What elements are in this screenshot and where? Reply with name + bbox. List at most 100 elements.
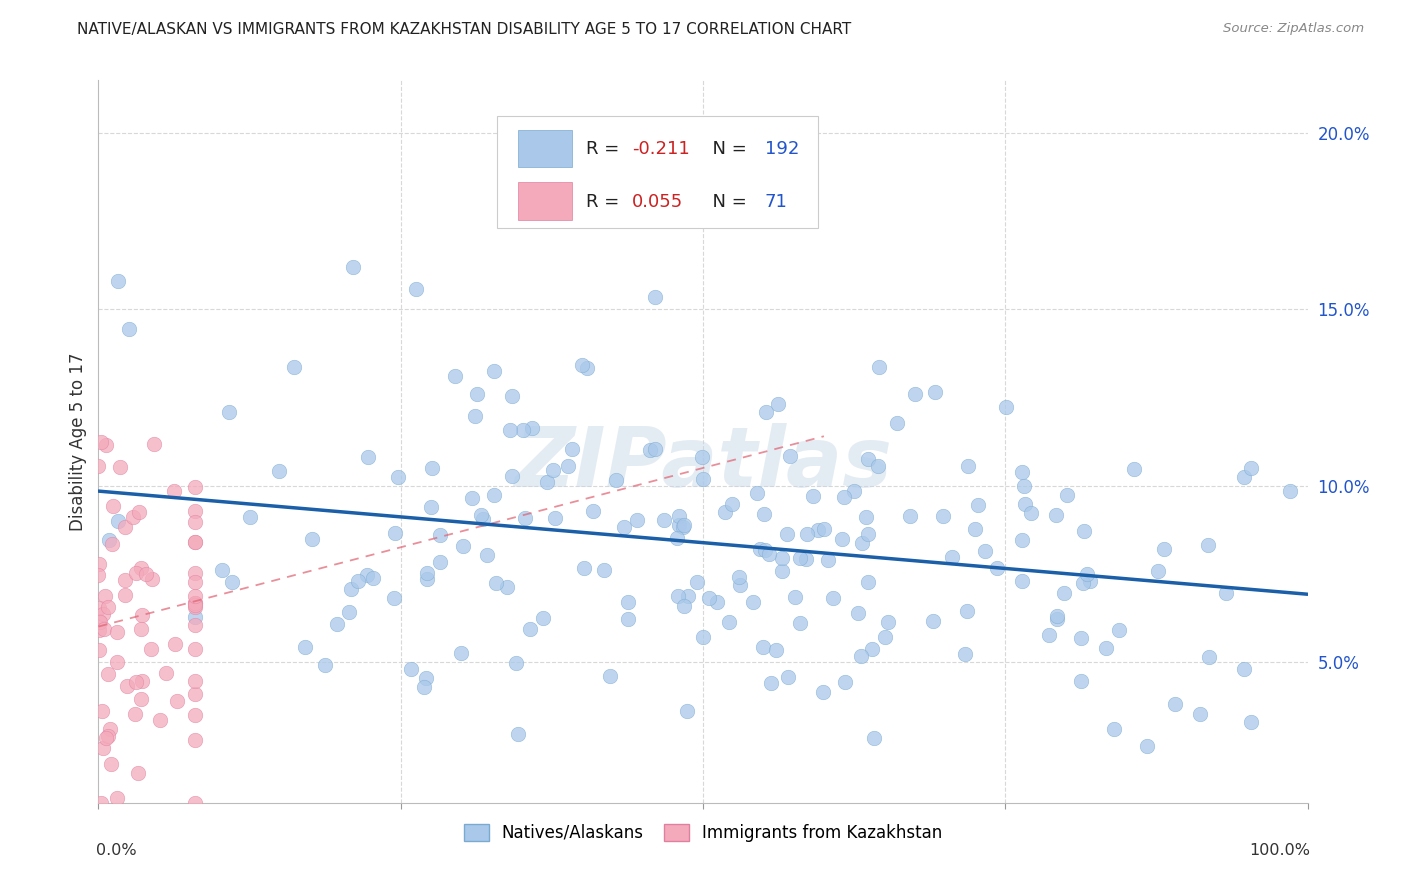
Point: [706, 595, 728, 609]
Point: [849, 648, 872, 663]
Point: [1014, 479, 1036, 493]
Point: [796, 527, 818, 541]
Point: [184, 515, 207, 529]
Text: 71: 71: [765, 193, 787, 211]
Point: [1070, 673, 1092, 688]
Point: [87, 614, 110, 628]
Point: [163, 484, 186, 499]
Point: [973, 544, 995, 558]
Point: [115, 679, 138, 693]
Point: [221, 574, 243, 589]
Point: [1070, 631, 1092, 645]
Text: -0.211: -0.211: [631, 140, 689, 159]
Point: [875, 630, 897, 644]
Point: [745, 486, 768, 500]
Point: [965, 522, 987, 536]
Point: [135, 566, 157, 581]
Point: [754, 542, 776, 557]
Point: [107, 514, 129, 528]
Point: [904, 387, 927, 401]
Point: [1164, 697, 1187, 711]
Point: [789, 615, 811, 630]
Point: [444, 369, 467, 384]
Point: [692, 630, 714, 644]
Point: [429, 555, 451, 569]
Point: [834, 674, 856, 689]
Point: [97, 599, 120, 614]
Point: [770, 551, 793, 566]
Point: [129, 622, 152, 636]
Point: [405, 282, 427, 296]
Point: [87, 568, 110, 582]
Point: [184, 610, 207, 624]
Point: [924, 385, 946, 400]
Point: [139, 642, 162, 657]
Point: [482, 488, 505, 502]
Text: Source: ZipAtlas.com: Source: ZipAtlas.com: [1223, 22, 1364, 36]
Point: [453, 540, 475, 554]
Point: [728, 578, 751, 592]
Point: [100, 756, 122, 771]
Point: [505, 657, 527, 671]
FancyBboxPatch shape: [498, 116, 818, 228]
Point: [673, 517, 696, 532]
Point: [1122, 462, 1144, 476]
Point: [87, 458, 110, 473]
Point: [813, 522, 835, 536]
Point: [501, 469, 523, 483]
Point: [184, 618, 207, 632]
Point: [184, 535, 207, 549]
Point: [1197, 537, 1219, 551]
Point: [96, 729, 118, 743]
Point: [94, 589, 117, 603]
Point: [184, 589, 207, 603]
Point: [986, 561, 1008, 575]
Point: [91, 607, 114, 621]
Point: [495, 580, 517, 594]
Point: [713, 505, 735, 519]
Point: [87, 623, 110, 637]
Point: [1233, 470, 1256, 484]
Point: [690, 450, 713, 464]
Point: [501, 389, 523, 403]
Point: [1239, 715, 1261, 730]
FancyBboxPatch shape: [517, 182, 572, 219]
Y-axis label: Disability Age 5 to 17: Disability Age 5 to 17: [69, 352, 87, 531]
Point: [821, 591, 844, 605]
Point: [98, 723, 121, 737]
Point: [856, 575, 879, 590]
Point: [464, 409, 486, 423]
Point: [665, 531, 688, 545]
Point: [571, 358, 593, 372]
Point: [626, 513, 648, 527]
Point: [1056, 488, 1078, 502]
Point: [776, 527, 799, 541]
Point: [218, 405, 240, 419]
Point: [758, 547, 780, 561]
Point: [789, 551, 811, 566]
Point: [90, 796, 112, 810]
Point: [97, 667, 120, 681]
Point: [519, 622, 541, 636]
Point: [166, 694, 188, 708]
Point: [851, 535, 873, 549]
Point: [184, 566, 207, 580]
Point: [267, 464, 290, 478]
Point: [1198, 649, 1220, 664]
Point: [356, 567, 378, 582]
Point: [613, 520, 636, 534]
Point: [668, 518, 690, 533]
Point: [765, 643, 787, 657]
Point: [832, 490, 855, 504]
Point: [1189, 707, 1212, 722]
Point: [499, 423, 522, 437]
Point: [672, 520, 695, 534]
Point: [995, 400, 1018, 414]
Point: [184, 534, 207, 549]
Point: [846, 606, 869, 620]
Point: [184, 600, 207, 615]
Point: [868, 360, 890, 375]
Point: [855, 510, 877, 524]
Point: [129, 691, 152, 706]
Point: [697, 591, 720, 605]
